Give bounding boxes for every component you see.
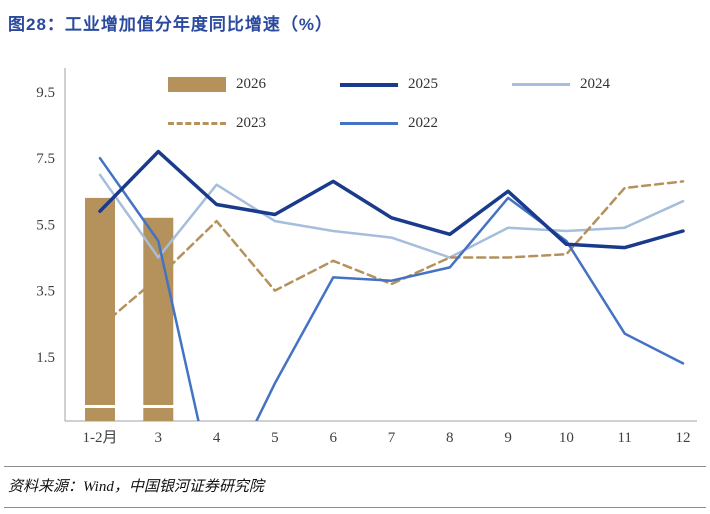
legend-label: 2022 [408, 115, 438, 131]
legend-item-2025: 2025 [340, 76, 512, 93]
x-tick-label: 10 [559, 430, 574, 446]
y-tick-label: 7.5 [36, 151, 55, 167]
bars-2026 [85, 197, 174, 421]
bar [143, 217, 174, 421]
legend-line-swatch-icon [512, 83, 570, 86]
x-tick-label: 3 [155, 430, 163, 446]
y-axis-labels: 1.5 3.5 5.5 7.5 9.5 [36, 85, 55, 366]
legend-label: 2025 [408, 76, 438, 92]
legend-row: 2026 2025 2024 [168, 76, 684, 93]
legend-bar-swatch-icon [168, 77, 226, 92]
x-tick-label: 8 [446, 430, 454, 446]
x-tick-label: 6 [329, 430, 337, 446]
chart-svg: 1.5 3.5 5.5 7.5 9.5 1-2月 3 4 5 6 7 8 9 10 11 12 [36, 68, 697, 446]
y-tick-label: 5.5 [36, 217, 55, 233]
footer-divider-top [4, 466, 706, 467]
legend-line-swatch-icon [340, 82, 398, 87]
x-tick-label: 11 [617, 430, 631, 446]
line-2023 [98, 180, 685, 329]
bar [85, 197, 115, 421]
legend-row: 2023 2022 [168, 115, 684, 132]
source-text: 资料来源：Wind，中国银河证券研究院 [8, 479, 264, 495]
legend-item-2023: 2023 [168, 115, 340, 132]
y-tick-label: 3.5 [36, 284, 55, 300]
legend-line-swatch-icon [168, 122, 226, 125]
x-axis-labels: 1-2月 3 4 5 6 7 8 9 10 11 12 [83, 430, 691, 446]
line-2022 [98, 156, 685, 421]
legend-item-2022: 2022 [340, 115, 512, 132]
x-tick-label: 12 [676, 430, 691, 446]
line-2025 [98, 149, 685, 250]
y-tick-label: 9.5 [36, 85, 55, 101]
x-tick-label: 9 [504, 430, 512, 446]
footer-divider-bottom [4, 507, 706, 508]
legend-line-swatch-icon [340, 122, 398, 125]
legend-label: 2024 [580, 76, 610, 92]
legend-item-2026: 2026 [168, 76, 340, 93]
x-tick-label: 4 [213, 430, 221, 446]
y-tick-label: 1.5 [36, 350, 55, 366]
x-tick-label: 1-2月 [83, 430, 118, 446]
line-2024 [98, 173, 685, 259]
legend-label: 2026 [236, 76, 266, 92]
legend-label: 2023 [236, 115, 266, 131]
x-tick-label: 7 [388, 430, 396, 446]
x-tick-label: 5 [271, 430, 279, 446]
chart-legend: 2026 2025 2024 2023 2022 [168, 76, 684, 132]
legend-item-2024: 2024 [512, 76, 684, 93]
figure-title: 图28：工业增加值分年度同比增速（%） [8, 15, 334, 34]
